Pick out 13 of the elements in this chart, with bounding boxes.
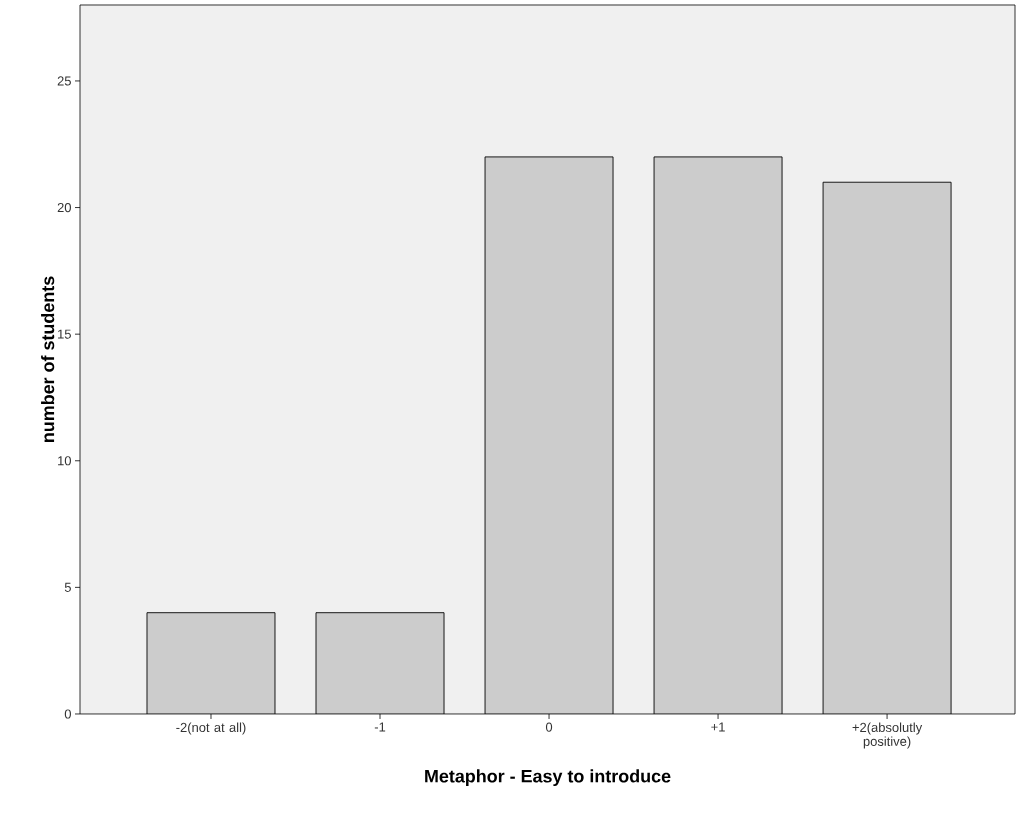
- y-tick-label: 10: [58, 456, 71, 466]
- x-tick-label: 0: [545, 722, 553, 732]
- y-axis-title: number of students: [41, 276, 55, 442]
- y-tick-label: 5: [64, 582, 71, 592]
- y-tick-label: 25: [57, 76, 71, 86]
- y-tick-label: 20: [57, 202, 71, 213]
- y-tick-label: 15: [58, 329, 71, 339]
- x-tick-label: +2(absolutly positive): [852, 722, 923, 749]
- y-tick-label: 0: [64, 709, 71, 719]
- x-tick-label: -2(not at all): [176, 722, 246, 735]
- x-axis-title: Metaphor - Easy to introduce: [425, 769, 671, 787]
- x-tick-label: -1: [374, 722, 386, 732]
- x-tick-label: +1: [711, 722, 725, 732]
